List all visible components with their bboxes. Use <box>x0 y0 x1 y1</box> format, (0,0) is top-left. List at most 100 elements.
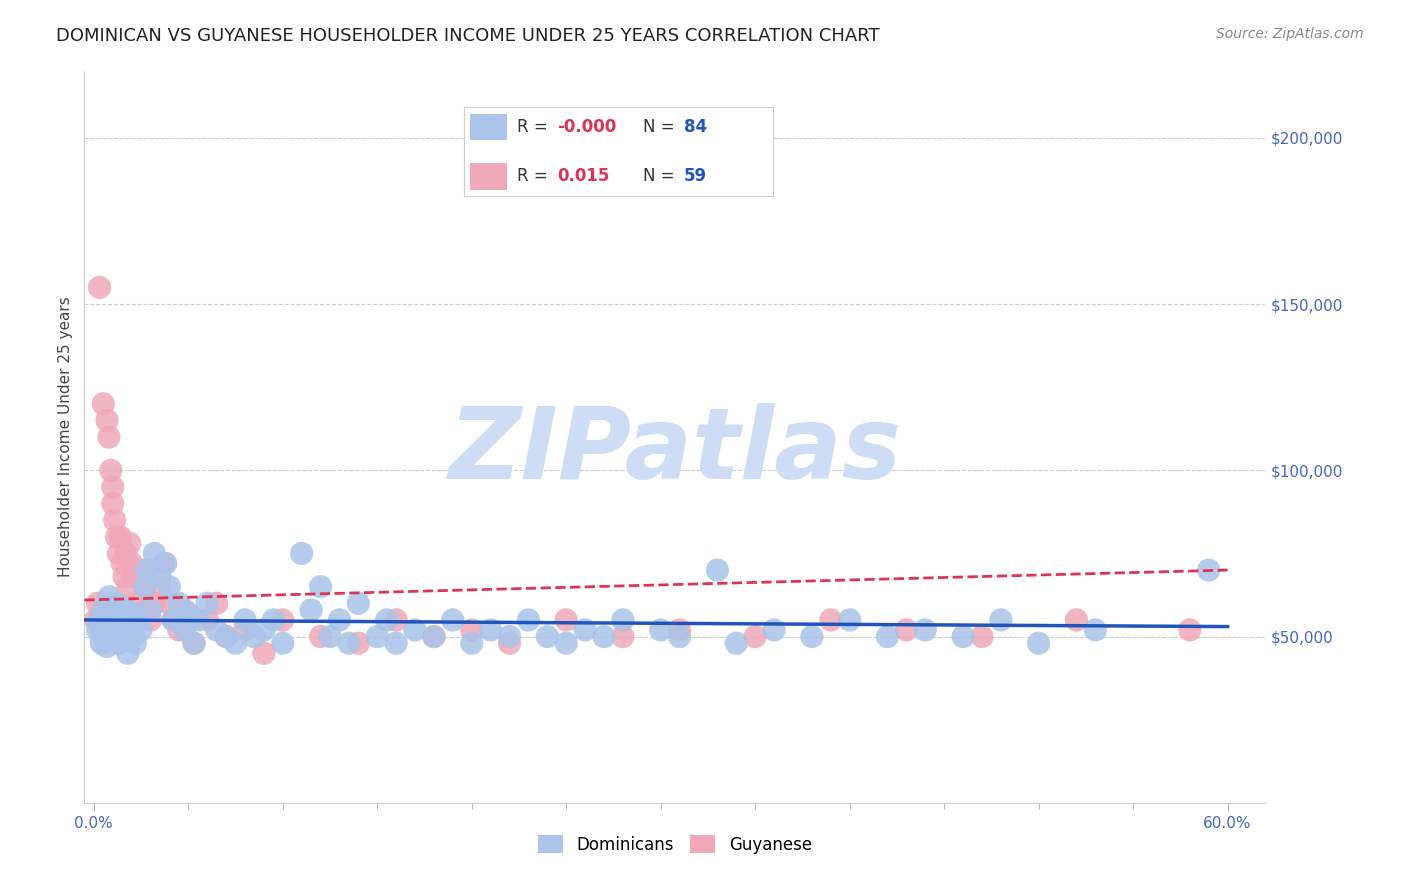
Text: 84: 84 <box>683 118 707 136</box>
Point <box>124 636 146 650</box>
Point <box>101 632 124 647</box>
Point <box>650 623 672 637</box>
Point <box>143 546 166 560</box>
Point <box>155 557 177 571</box>
Point <box>366 630 388 644</box>
Point <box>177 613 200 627</box>
Point <box>96 413 118 427</box>
Point <box>96 640 118 654</box>
Point <box>167 623 190 637</box>
Point <box>243 630 266 644</box>
Point <box>129 623 152 637</box>
Point <box>115 546 138 560</box>
Point <box>127 596 149 610</box>
Point <box>319 630 342 644</box>
Point <box>498 630 520 644</box>
Point <box>461 623 484 637</box>
Text: N =: N = <box>644 167 681 186</box>
Point <box>271 613 294 627</box>
Point <box>91 397 114 411</box>
Point <box>118 619 141 633</box>
Point <box>375 613 398 627</box>
Point <box>134 580 156 594</box>
Point <box>107 636 129 650</box>
Point <box>309 580 332 594</box>
Point <box>117 646 139 660</box>
Text: N =: N = <box>644 118 681 136</box>
Point <box>157 596 180 610</box>
Point <box>135 563 157 577</box>
Point <box>149 580 172 594</box>
Point <box>215 630 238 644</box>
Point <box>139 603 162 617</box>
Point <box>536 630 558 644</box>
Point <box>195 613 218 627</box>
Text: 0.015: 0.015 <box>557 167 609 186</box>
Point <box>225 636 247 650</box>
Point <box>110 623 132 637</box>
Point <box>706 563 728 577</box>
Point <box>253 646 276 660</box>
Text: 59: 59 <box>683 167 707 186</box>
Point <box>800 630 823 644</box>
Point <box>1084 623 1107 637</box>
Point <box>94 630 117 644</box>
Point <box>187 613 209 627</box>
Point <box>97 590 120 604</box>
FancyBboxPatch shape <box>470 162 508 189</box>
Point <box>112 630 135 644</box>
Point <box>173 603 195 617</box>
Point <box>122 630 145 644</box>
Point <box>215 630 238 644</box>
Point <box>404 623 426 637</box>
Point <box>612 630 634 644</box>
Point <box>952 630 974 644</box>
Point <box>100 463 122 477</box>
Point <box>162 613 184 627</box>
Point <box>94 603 117 617</box>
Point <box>423 630 446 644</box>
Point <box>84 613 107 627</box>
Point <box>555 613 578 627</box>
Point <box>820 613 842 627</box>
Point <box>97 430 120 444</box>
Point <box>205 623 228 637</box>
Point <box>177 607 200 621</box>
Point <box>612 613 634 627</box>
Point <box>97 613 120 627</box>
Point <box>195 596 218 610</box>
Point <box>100 626 122 640</box>
Point <box>328 613 350 627</box>
Point <box>309 630 332 644</box>
Point <box>121 557 143 571</box>
Point <box>115 603 138 617</box>
Legend: Dominicans, Guyanese: Dominicans, Guyanese <box>531 829 818 860</box>
Point <box>91 619 114 633</box>
Point <box>86 623 108 637</box>
Point <box>262 613 284 627</box>
Text: ZIPatlas: ZIPatlas <box>449 403 901 500</box>
Point <box>423 630 446 644</box>
Point <box>124 613 146 627</box>
Point <box>127 613 149 627</box>
Point <box>101 497 124 511</box>
Point <box>253 623 276 637</box>
Point <box>233 623 256 637</box>
Text: R =: R = <box>516 167 553 186</box>
Point <box>763 623 786 637</box>
Point <box>291 546 314 560</box>
Point <box>574 623 596 637</box>
Point <box>461 636 484 650</box>
Point <box>89 280 111 294</box>
Point <box>517 613 540 627</box>
Point <box>121 607 143 621</box>
Point <box>337 636 360 650</box>
Y-axis label: Householder Income Under 25 years: Householder Income Under 25 years <box>58 297 73 577</box>
Point <box>90 636 112 650</box>
Point <box>117 580 139 594</box>
Point <box>90 623 112 637</box>
Point <box>498 636 520 650</box>
Point <box>183 636 205 650</box>
Point <box>129 563 152 577</box>
Point <box>1028 636 1050 650</box>
